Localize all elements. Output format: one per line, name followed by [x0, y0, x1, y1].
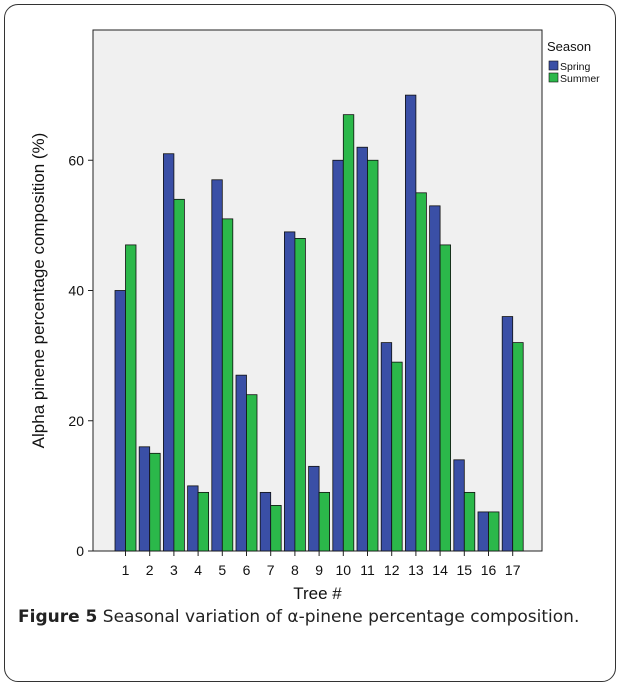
- y-tick-label: 0: [76, 543, 84, 559]
- legend-swatch-summer: [548, 72, 559, 83]
- x-tick-label: 9: [315, 562, 323, 578]
- x-tick-label: 17: [505, 562, 521, 578]
- bar-summer-11: [367, 159, 379, 552]
- y-tick-label: 40: [68, 283, 84, 299]
- legend-title: Season: [547, 39, 591, 54]
- x-tick-label: 15: [457, 562, 473, 578]
- x-tick-label: 10: [336, 562, 352, 578]
- bar-summer-10: [342, 114, 355, 552]
- x-tick-label: 16: [481, 562, 497, 578]
- bar-summer-16: [488, 511, 500, 552]
- x-tick-label: 4: [194, 562, 202, 578]
- bar-spring-14: [429, 205, 441, 552]
- bar-summer-5: [221, 218, 234, 552]
- bars-group: [114, 94, 524, 552]
- bar-summer-9: [318, 491, 331, 552]
- legend-swatch-spring: [548, 60, 559, 71]
- figure-caption: Figure 5 Seasonal variation of α-pinene …: [18, 604, 608, 630]
- bar-spring-16: [477, 511, 489, 552]
- y-tick-label: 60: [68, 152, 84, 168]
- legend-label-summer: Summer: [560, 73, 600, 85]
- bar-summer-2: [149, 452, 161, 552]
- x-tick-label: 3: [170, 562, 178, 578]
- bar-summer-3: [173, 198, 185, 552]
- bar-spring-8: [283, 231, 296, 552]
- x-tick-label: 11: [360, 562, 375, 578]
- bar-spring-2: [138, 446, 151, 552]
- y-tick-label: 20: [68, 413, 84, 429]
- bar-spring-13: [404, 94, 417, 552]
- caption-text: Seasonal variation of α-pinene percentag…: [102, 607, 580, 627]
- y-axis: 0 20 40 60: [68, 152, 93, 559]
- bar-spring-15: [453, 459, 465, 552]
- x-tick-label: 5: [218, 562, 226, 578]
- bar-spring-11: [356, 146, 368, 552]
- bar-spring-9: [308, 465, 320, 552]
- bar-summer-15: [463, 491, 476, 552]
- x-tick-label: 6: [243, 562, 251, 578]
- x-axis-label: Tree #: [293, 584, 342, 600]
- caption-label: Figure 5: [18, 607, 98, 627]
- x-tick-label: 2: [146, 562, 154, 578]
- bar-spring-17: [501, 316, 514, 552]
- bar-summer-17: [512, 342, 524, 552]
- bar-spring-6: [235, 374, 247, 552]
- y-axis-label: Alpha pinene percentage composition (%): [29, 133, 48, 449]
- x-tick-label: 8: [291, 562, 299, 578]
- bar-summer-8: [294, 237, 306, 552]
- bar-summer-4: [197, 491, 210, 552]
- bar-spring-7: [259, 491, 272, 552]
- bar-spring-1: [114, 290, 126, 552]
- bar-summer-14: [439, 244, 452, 552]
- bar-spring-3: [162, 153, 175, 552]
- legend-label-spring: Spring: [560, 61, 591, 73]
- x-tick-label: 12: [384, 562, 400, 578]
- bar-spring-12: [380, 342, 393, 552]
- x-tick-label: 7: [267, 562, 275, 578]
- x-tick-label: 14: [432, 562, 448, 578]
- bar-spring-10: [332, 159, 344, 552]
- x-axis: 1 2 3 4 5 6 7 8 9 10 11 12 13 14 15 16 17: [122, 551, 521, 578]
- bar-summer-12: [391, 361, 403, 552]
- bar-summer-13: [415, 192, 427, 552]
- bar-summer-7: [270, 505, 282, 552]
- bar-spring-5: [211, 179, 223, 552]
- x-tick-label: 1: [122, 562, 130, 578]
- bar-summer-6: [246, 394, 258, 552]
- x-tick-label: 13: [408, 562, 424, 578]
- bar-spring-4: [187, 485, 199, 552]
- bar-summer-1: [125, 244, 137, 552]
